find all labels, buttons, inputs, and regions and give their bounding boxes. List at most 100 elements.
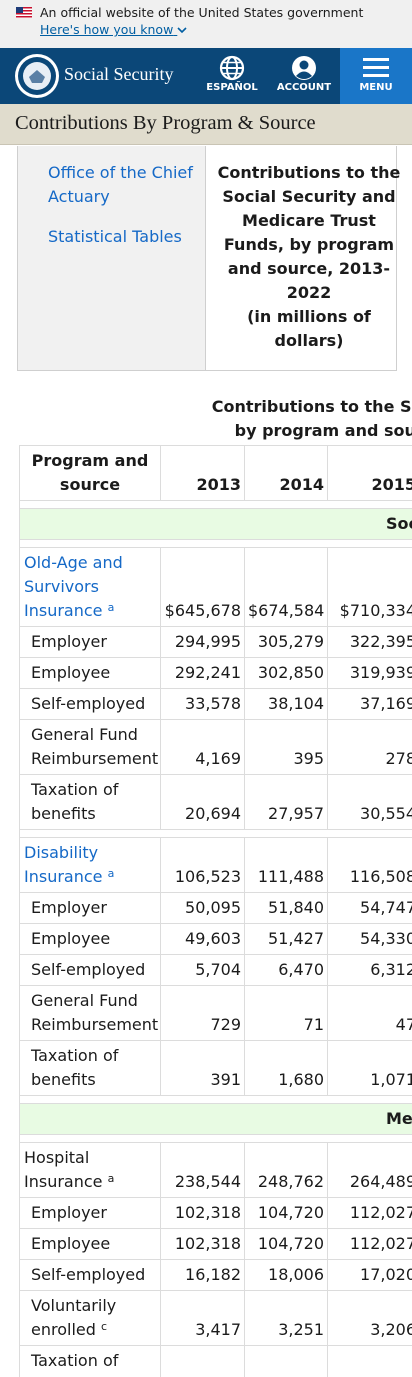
menu-icon bbox=[363, 58, 389, 77]
source-row: Employee 49,603 51,427 54,330 bbox=[19, 923, 412, 955]
banner-link-text[interactable]: Here's how you know bbox=[40, 22, 174, 37]
row-label: Employee bbox=[19, 923, 161, 955]
value-cell: 3,251 bbox=[244, 1290, 328, 1346]
value-cell: 729 bbox=[160, 985, 245, 1041]
label-text: Voluntarily enrolled c bbox=[31, 1296, 117, 1339]
value-cell: 47 bbox=[327, 985, 412, 1041]
value-cell: 51,427 bbox=[244, 923, 328, 955]
ssa-logo[interactable] bbox=[14, 53, 60, 99]
sidebar-link[interactable]: Office of the Chief Actuary bbox=[48, 163, 193, 206]
value-cell: 37,169 bbox=[327, 688, 412, 720]
value-cell: 71 bbox=[244, 985, 328, 1041]
value-cell: 30,554 bbox=[327, 774, 412, 830]
spacer-row bbox=[19, 500, 412, 509]
value-cell: 292,241 bbox=[160, 657, 245, 689]
caption-units: (in millions of dollars) bbox=[247, 307, 371, 350]
program-row: Disability Insurance a 106,523 111,488 116,… bbox=[19, 837, 412, 893]
value-cell: 6,312 bbox=[327, 954, 412, 986]
value-cell: 1,071 bbox=[327, 1040, 412, 1096]
program-link[interactable]: Disability Insurance a bbox=[24, 843, 115, 886]
spacer-cell bbox=[19, 500, 412, 509]
value-cell: 1,680 bbox=[244, 1040, 328, 1096]
row-label: Employer bbox=[19, 626, 161, 658]
row-label: Old-Age and Survivors Insurance a bbox=[19, 547, 161, 627]
sidebar-nav: Office of the Chief Actuary Statistical … bbox=[18, 146, 206, 370]
value-cell: 102,318 bbox=[160, 1197, 245, 1229]
label-text: Employee bbox=[31, 663, 111, 682]
value-cell: $710,334 bbox=[327, 547, 412, 627]
account-icon[interactable] bbox=[291, 55, 317, 81]
spacer-cell bbox=[19, 539, 412, 548]
nav-account[interactable]: ACCOUNT bbox=[276, 82, 332, 93]
label-text: Taxation of benefits bbox=[31, 1046, 119, 1089]
row-label: Self-employed bbox=[19, 954, 161, 986]
gov-banner: An official website of the United States… bbox=[0, 0, 412, 48]
source-row: Self-employed 5,704 6,470 6,312 bbox=[19, 954, 412, 986]
column-header: 2013 bbox=[160, 445, 245, 501]
banner-text: An official website of the United States… bbox=[40, 5, 364, 20]
value-cell: 18,006 bbox=[244, 1259, 328, 1291]
label-text: Hospital Insurance a bbox=[24, 1148, 115, 1191]
source-row: Taxation of benefits 20,694 27,957 30,554 bbox=[19, 774, 412, 830]
program-row: Hospital Insurance a 238,544 248,762 264,48… bbox=[19, 1142, 412, 1198]
label-text: Employee bbox=[31, 1234, 111, 1253]
source-row: General Fund Reimbursement 729 71 47 bbox=[19, 985, 412, 1041]
section-row: Medicare bbox=[19, 1103, 412, 1135]
label-text: Self-employed bbox=[31, 1265, 146, 1284]
label-text: Taxation of benefits bbox=[31, 780, 119, 823]
brand-name[interactable]: Social Security bbox=[64, 64, 174, 84]
row-label: Disability Insurance a bbox=[19, 837, 161, 893]
row-label: Voluntarily enrolled c bbox=[19, 1290, 161, 1346]
banner-link[interactable]: Here's how you know bbox=[40, 22, 187, 37]
nav-menu[interactable]: MENU bbox=[359, 82, 393, 93]
nav-espanol[interactable]: ESPAÑOL bbox=[206, 82, 258, 93]
table-caption: Contributions to the Social Security and… bbox=[205, 395, 412, 443]
sidebar-caption: Contributions to the Social Security and… bbox=[216, 161, 402, 353]
spacer-cell bbox=[19, 1095, 412, 1104]
section-row: Social Security bbox=[19, 508, 412, 540]
globe-icon[interactable] bbox=[219, 55, 245, 81]
sidebar-link[interactable]: Statistical Tables bbox=[48, 227, 182, 246]
label-text: Employee bbox=[31, 929, 111, 948]
source-row: Employee 292,241 302,850 319,939 bbox=[19, 657, 412, 689]
column-header: 2015 bbox=[327, 445, 412, 501]
value-cell: 391 bbox=[160, 1040, 245, 1096]
section-title: Medicare bbox=[19, 1103, 412, 1135]
caption-title: Contributions to the Social Security and… bbox=[217, 163, 401, 302]
row-label: Employer bbox=[19, 1197, 161, 1229]
source-row: Taxation of benefits 391 1,680 1,071 bbox=[19, 1040, 412, 1096]
row-label: Self-employed bbox=[19, 1259, 161, 1291]
program-link[interactable]: Old-Age and Survivors Insurance a bbox=[24, 553, 123, 620]
value-cell: 20,694 bbox=[160, 774, 245, 830]
spacer-row bbox=[19, 829, 412, 838]
value-cell: 33,578 bbox=[160, 688, 245, 720]
source-row: Employer 50,095 51,840 54,747 bbox=[19, 892, 412, 924]
label-text: Taxation of benefits bbox=[31, 1351, 119, 1377]
label-text: Self-employed bbox=[31, 960, 146, 979]
column-header: Program and source bbox=[19, 445, 161, 501]
spacer-row bbox=[19, 1095, 412, 1104]
value-cell: 51,840 bbox=[244, 892, 328, 924]
value-cell: $645,678 bbox=[160, 547, 245, 627]
source-row: General Fund Reimbursement 4,169 395 278 bbox=[19, 719, 412, 775]
value-cell: 302,850 bbox=[244, 657, 328, 689]
program-row: Old-Age and Survivors Insurance a $645,67… bbox=[19, 547, 412, 627]
row-label: Hospital Insurance a bbox=[19, 1142, 161, 1198]
source-row: Employer 294,995 305,279 322,395 bbox=[19, 626, 412, 658]
row-label: General Fund Reimbursement bbox=[19, 985, 161, 1041]
value-cell: 322,395 bbox=[327, 626, 412, 658]
source-row: Employee 102,318 104,720 112,027 bbox=[19, 1228, 412, 1260]
row-label: Employee bbox=[19, 657, 161, 689]
menu-button[interactable]: MENU bbox=[340, 48, 412, 104]
spacer-row bbox=[19, 539, 412, 548]
label-text: Employer bbox=[31, 632, 107, 651]
row-label: Taxation of benefits bbox=[19, 774, 161, 830]
value-cell: 5,704 bbox=[160, 954, 245, 986]
value-cell: 102,318 bbox=[160, 1228, 245, 1260]
value-cell: 278 bbox=[327, 719, 412, 775]
value-cell: $674,584 bbox=[244, 547, 328, 627]
source-row: Taxation of benefits 14,31018,06620,208 bbox=[19, 1345, 412, 1377]
